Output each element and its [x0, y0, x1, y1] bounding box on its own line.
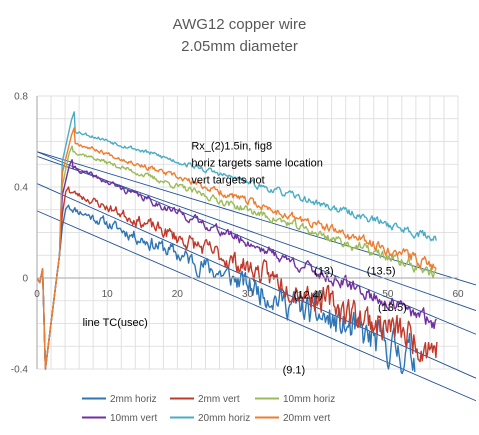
x-tick-label: 0: [34, 289, 40, 300]
series-line-2mm-vert: [36, 186, 438, 370]
x-tick-label: 10: [102, 289, 114, 300]
x-tick-label: 50: [382, 289, 394, 300]
legend-label: 20mm horiz: [198, 413, 250, 424]
x-tick-label: 60: [452, 289, 464, 300]
annotation-text: (9.1): [283, 365, 306, 377]
legend-label: 10mm vert: [110, 413, 157, 424]
annotation-text: (13.5): [367, 266, 396, 278]
y-tick-label: 0: [22, 274, 28, 285]
annotations: Rx_(2)1.5in, fig8 horiz targets same loca…: [83, 140, 407, 376]
x-tick-label: 30: [242, 289, 254, 300]
annotation-text: line TC(usec): [83, 317, 148, 329]
legend-label: 2mm horiz: [110, 394, 157, 405]
annotation-text: horiz targets same location: [191, 157, 322, 169]
annotation-text: (13): [314, 266, 334, 278]
axes: 0.8 0.4 0 -0.4 0 10 20 30 40 50 60: [11, 92, 464, 376]
legend: 2mm horiz 2mm vert 10mm horiz 10mm vert 20mm…: [82, 394, 335, 424]
annotation-text: vert targets not: [191, 174, 264, 186]
x-tick-label: 40: [312, 289, 324, 300]
x-tick-label: 20: [172, 289, 184, 300]
annotation-text: (12.4): [294, 289, 323, 301]
tc-line: [36, 210, 477, 402]
annotation-text: Rx_(2)1.5in, fig8: [191, 140, 272, 152]
series-line-10mm-vert: [36, 159, 437, 370]
y-tick-label: 0.8: [14, 92, 28, 103]
chart-title-line: AWG12 copper wire: [173, 16, 307, 33]
series-line-20mm-horiz: [36, 111, 437, 370]
legend-label: 10mm horiz: [283, 394, 335, 405]
y-tick-label: 0.4: [14, 183, 28, 194]
chart-title: AWG12 copper wire 2.05mm diameter: [173, 16, 307, 55]
annotation-text: (13.5): [378, 302, 407, 314]
legend-label: 20mm vert: [283, 413, 330, 424]
series-line-20mm-vert: [36, 127, 437, 370]
tc-line: [36, 183, 477, 379]
series-line-10mm-horiz: [36, 145, 437, 370]
series-lines: [36, 111, 438, 375]
legend-label: 2mm vert: [198, 394, 240, 405]
y-tick-label: -0.4: [11, 365, 29, 376]
chart-title-line: 2.05mm diameter: [181, 38, 298, 55]
